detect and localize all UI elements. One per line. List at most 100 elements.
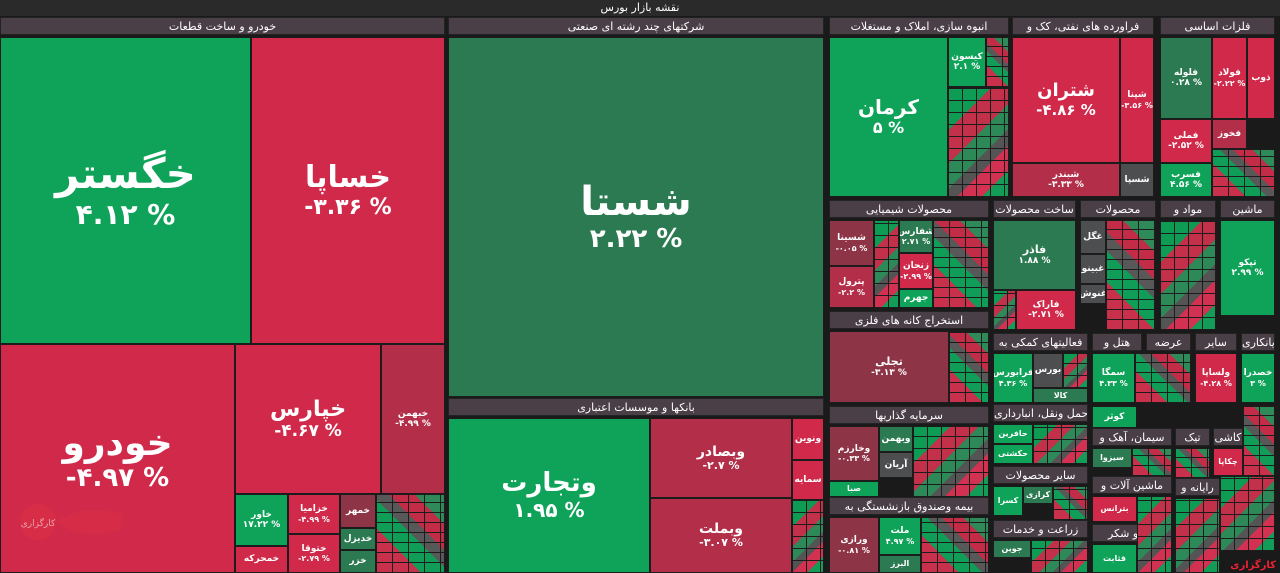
sector-header-farming[interactable]: زراعت و خدمات [993, 520, 1088, 538]
tile-khavar[interactable]: خاور ۱۷.۲۲ % [235, 494, 288, 546]
sector-header-banks[interactable]: بانکها و موسسات اعتباری [448, 398, 824, 416]
tile-alborz[interactable]: البرز [879, 555, 921, 573]
tile-khmhr[interactable]: خمهر [340, 494, 376, 528]
tile-shasta[interactable]: شستا ۲.۲۲ % [448, 37, 824, 397]
chem-small-tiles[interactable] [933, 220, 989, 308]
sector-header-transport[interactable]: حمل ونقل، انبارداری [993, 404, 1088, 422]
construction-small-tiles-2[interactable] [986, 37, 1009, 87]
sector-header-other[interactable]: سایر [1195, 333, 1237, 351]
tile-fameli[interactable]: فملی -۲.۵۲ % [1160, 119, 1212, 163]
tile-tajali[interactable]: تجلی -۳.۱۳ % [829, 331, 949, 403]
tile-khgostar[interactable]: خگستر ۴.۱۲ % [0, 37, 251, 344]
tile-khpars[interactable]: خپارس -۴.۶۷ % [235, 344, 381, 494]
sector-header-parts[interactable]: مواد و [1160, 200, 1216, 218]
tile-vbsader[interactable]: وبصادر -۲.۷ % [650, 418, 792, 498]
tile-shbandar[interactable]: شبندر -۳.۳۳ % [1012, 163, 1120, 197]
sector-header-support[interactable]: فعالیتهای کمکی به [993, 333, 1088, 351]
tile-vnovin[interactable]: ونوین [792, 418, 824, 460]
sector-header-telecom[interactable]: کاشی [1213, 428, 1243, 446]
telecom-small-tiles[interactable] [1243, 406, 1275, 476]
sector-header-computer[interactable]: رایانه و [1175, 478, 1220, 496]
tile-ghathab[interactable]: قثابت [1092, 544, 1137, 573]
sector-header-hotel[interactable]: هتل و [1092, 333, 1142, 351]
tile-faarak[interactable]: فاراک -۲.۷۱ % [1016, 290, 1076, 330]
sector-header-machinery[interactable]: ماشین آلات و [1092, 476, 1172, 494]
tile-shfars[interactable]: شفارس ۲.۷۱ % [899, 220, 933, 253]
tile-foolad[interactable]: فولاد -۲.۲۲ % [1212, 37, 1247, 119]
tile-samayeh[interactable]: سمایه [792, 460, 824, 500]
tile-khzamia[interactable]: خزامیا -۴.۹۹ % [288, 494, 340, 534]
sector-header-machines[interactable]: ماشین [1220, 200, 1275, 218]
sector-header-cement[interactable]: سیمان، آهک و [1092, 428, 1172, 446]
sector-header-construction[interactable]: انبوه سازی، املاک و مستغلات [829, 17, 1009, 35]
metal-products-small-tiles[interactable] [993, 290, 1016, 330]
sector-header-mining[interactable]: استخراج کانه های فلزی [829, 311, 989, 329]
sector-header-arz[interactable]: عرضه [1146, 333, 1191, 351]
computer-small-tiles[interactable] [1175, 498, 1220, 573]
tile-vkharzam[interactable]: وخارزم -۰.۳۳ % [829, 426, 879, 481]
tile-khdizl[interactable]: خدیزل [340, 528, 376, 550]
sector-header-metal-products[interactable]: ساخت محصولات [993, 200, 1076, 218]
insurance-small-tiles[interactable] [921, 517, 989, 573]
tile-boors[interactable]: بورس [1033, 353, 1063, 388]
tile-fasrab[interactable]: فسرب ۴.۵۶ % [1160, 163, 1212, 197]
other-products-small-tiles[interactable] [1053, 486, 1088, 520]
parts-small-tiles[interactable] [1160, 220, 1216, 330]
sector-header-auto[interactable]: خودرو و ساخت قطعات [0, 17, 445, 35]
tile-bertanis[interactable]: بترانس [1092, 496, 1137, 522]
sector-header-multi[interactable]: شرکتهای چند رشته ای صنعتی [448, 17, 824, 35]
tile-vrazi[interactable]: ورازی -۰.۸۱ % [829, 517, 879, 573]
tile-petrol[interactable]: پترول -۲.۲ % [829, 266, 874, 308]
tile-arian[interactable]: آریان [879, 452, 913, 478]
sugar-small-tiles[interactable] [1137, 496, 1172, 573]
tile-sipzva[interactable]: سیزوا [1092, 448, 1132, 468]
products-small-tiles[interactable] [1106, 220, 1156, 330]
tile-vbmelat[interactable]: وبملت -۳.۰۷ % [650, 498, 792, 573]
tile-hakashti[interactable]: حکشتی [993, 444, 1033, 464]
tile-karzi[interactable]: کرازی [1023, 486, 1053, 504]
sector-header-oil[interactable]: فراورده های نفتی، کک و [1012, 17, 1154, 35]
tile-khmhrkh[interactable]: خمحرکه [235, 546, 288, 573]
mining-small-tiles[interactable] [949, 331, 989, 403]
farming-small-tiles[interactable] [1031, 540, 1088, 573]
tile-khzar[interactable]: خزر [340, 550, 376, 573]
tile-shpna[interactable]: شپنا -۳.۵۶ % [1120, 37, 1154, 163]
tile-shsina[interactable]: شسینا -۰.۰۵ % [829, 220, 874, 266]
tile-hafarin[interactable]: حافرین [993, 424, 1033, 444]
tech-small-tiles[interactable] [1175, 448, 1210, 478]
tile-khtoga[interactable]: ختوقا -۲.۷۹ % [288, 534, 340, 573]
investments-small-tiles[interactable] [913, 426, 989, 497]
tile-ghgol[interactable]: غگل [1080, 220, 1106, 254]
tile-jooyn[interactable]: جوین [993, 540, 1031, 558]
tile-fakhooz[interactable]: فخوز [1212, 119, 1247, 149]
tile-tekno[interactable]: تپکو ۲.۹۹ % [1220, 220, 1275, 316]
cement-small-tiles[interactable] [1132, 448, 1172, 476]
support-small-tiles[interactable] [1063, 353, 1088, 388]
tile-faraboors[interactable]: فرابورس ۴.۳۶ % [993, 353, 1033, 403]
tile-fader[interactable]: فاذر ۱.۸۸ % [993, 220, 1076, 290]
sector-header-investments[interactable]: سرمایه گذاریها [829, 406, 989, 424]
banks-small-tiles[interactable] [792, 500, 824, 573]
sector-header-computing[interactable]: رایانکاری [1241, 333, 1275, 351]
transport-small-tiles[interactable] [1033, 424, 1088, 464]
tile-khsapa[interactable]: خساپا -۳.۳۶ % [251, 37, 445, 344]
tile-semga[interactable]: سمگا ۴.۳۳ % [1092, 353, 1135, 403]
misc-small-tiles[interactable] [1220, 476, 1275, 551]
tile-ghoosh[interactable]: غنوش [1080, 284, 1106, 304]
tile-saba[interactable]: صبا [829, 481, 879, 497]
chem-col-small-tiles[interactable] [874, 220, 899, 308]
tile-kovar[interactable]: کوثر [1092, 406, 1137, 428]
tile-zob[interactable]: ذوب [1247, 37, 1275, 119]
tile-ghbino[interactable]: غبینو [1080, 254, 1106, 284]
auto-small-tiles[interactable] [376, 494, 445, 573]
sector-header-tech[interactable]: تیک [1175, 428, 1210, 446]
tile-jahrom[interactable]: جهرم [899, 289, 933, 308]
tile-kasra[interactable]: کسرا [993, 486, 1023, 516]
tile-vsapa[interactable]: ولساپا -۴.۲۸ % [1195, 353, 1237, 403]
tile-kerman[interactable]: کرمان ۵ % [829, 37, 948, 197]
sector-header-metals[interactable]: فلزات اساسی [1160, 17, 1275, 35]
tile-zanjan[interactable]: زنجان -۲.۹۹ % [899, 253, 933, 289]
construction-small-tiles[interactable] [948, 87, 1009, 197]
arz-small-tiles[interactable] [1135, 353, 1191, 403]
sector-header-chem[interactable]: محصولات شیمیایی [829, 200, 989, 218]
